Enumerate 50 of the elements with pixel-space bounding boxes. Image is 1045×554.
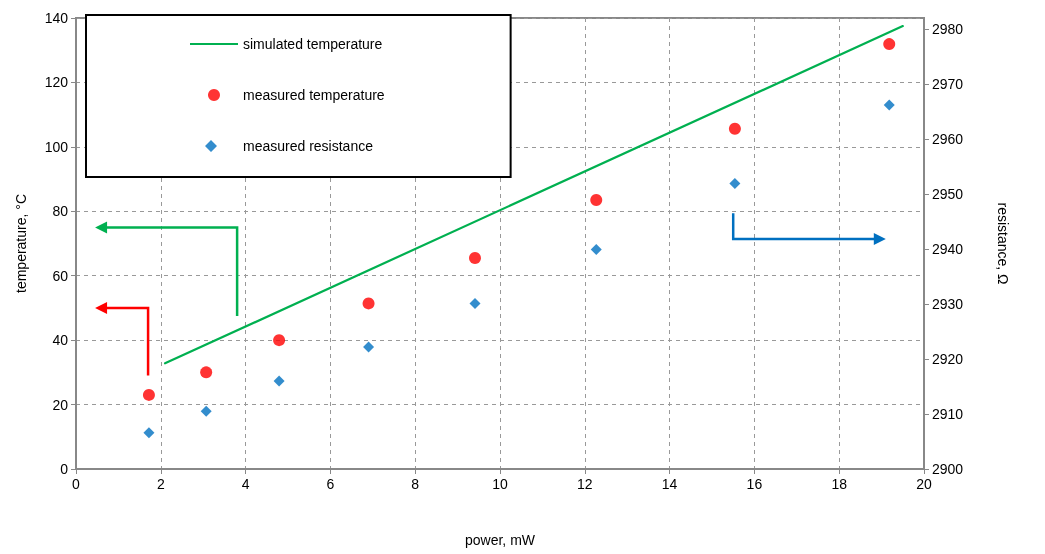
point [469,297,481,309]
y-tick-label: 20 [52,396,69,413]
y2-axis-title: resistance, Ω [995,202,1011,285]
x-tick-label: 20 [916,476,932,492]
y-tick-label: 140 [44,10,69,26]
legend-label: measured resistance [243,138,374,154]
x-tick-label: 14 [661,476,678,492]
point [273,375,285,387]
y-tick-label: 80 [52,203,69,220]
x-tick-label: 12 [577,476,593,492]
point [883,99,895,111]
point [590,194,603,207]
point [363,341,375,353]
point [142,388,155,401]
y2-tick-label: 2960 [932,131,964,147]
point [143,427,155,439]
x-tick-label: 2 [156,476,165,492]
y2-tick-label: 2910 [932,406,964,422]
y-tick-label: 0 [60,461,69,477]
y2-tick-label: 2980 [932,21,964,37]
point [200,366,213,379]
point [728,122,741,135]
legend-label: measured temperature [243,87,385,103]
point [883,38,896,51]
y2-tick-label: 2930 [932,296,964,312]
point [729,178,741,190]
x-tick-label: 4 [241,476,250,492]
y2-tick-label: 2940 [932,241,964,257]
x-tick-label: 10 [492,476,508,492]
point [362,297,375,310]
point [273,334,286,347]
x-tick-label: 6 [326,476,335,492]
y2-tick-label: 2970 [932,76,964,92]
y-tick-label: 120 [44,74,69,91]
point [590,244,602,256]
x-tick-label: 0 [72,476,81,492]
y2-tick-label: 2950 [932,186,964,202]
point [469,252,481,264]
x-axis-title: power, mW [464,532,536,548]
y-tick-label: 60 [52,267,69,284]
y-axis-title: temperature, °C [13,194,29,293]
legend-label: simulated temperature [243,36,383,52]
y-tick-label: 100 [44,138,69,155]
y-tick-label: 40 [52,332,69,349]
x-tick-label: 8 [411,476,420,492]
x-tick-label: 18 [831,476,848,492]
point [200,405,212,417]
x-tick-label: 16 [746,476,763,492]
y2-tick-label: 2920 [932,351,964,367]
y2-tick-label: 2900 [932,461,964,477]
